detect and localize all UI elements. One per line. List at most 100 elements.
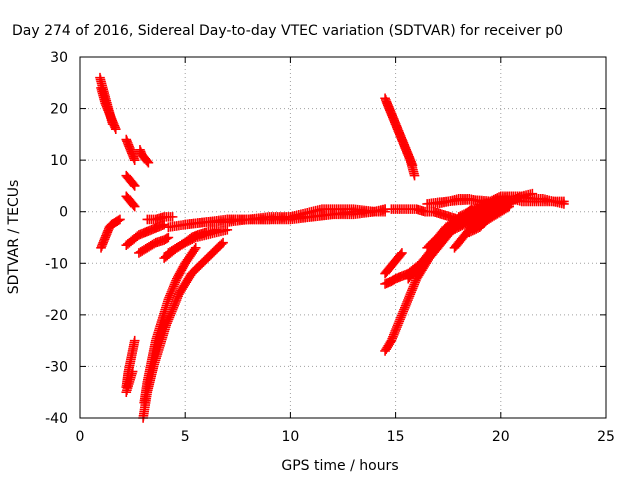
data-point [445, 226, 455, 237]
data-point [513, 193, 524, 203]
data-point [407, 160, 418, 171]
data-points [95, 72, 569, 423]
y-tick-label: -10 [45, 256, 68, 272]
y-tick-label: 20 [50, 102, 68, 118]
y-tick-label: -30 [45, 359, 68, 375]
data-point [432, 232, 443, 243]
series-9 [134, 232, 174, 258]
data-point [457, 210, 468, 220]
data-point [492, 198, 503, 208]
x-tick-label: 5 [181, 429, 190, 445]
data-point [222, 224, 233, 235]
data-point [469, 214, 480, 225]
data-point [466, 226, 476, 237]
series-19 [121, 366, 138, 398]
data-point [459, 219, 469, 230]
data-point [189, 233, 199, 244]
series-15 [222, 204, 390, 225]
data-point [510, 194, 520, 205]
data-point [527, 188, 538, 199]
data-point [113, 215, 124, 226]
x-tick-label: 20 [492, 429, 510, 445]
data-point [464, 217, 475, 227]
y-tick-label: 30 [50, 50, 68, 66]
data-point [139, 397, 149, 408]
data-point [471, 203, 482, 214]
x-tick-label: 0 [76, 429, 85, 445]
data-point [466, 206, 476, 216]
x-tick-label: 25 [597, 429, 615, 445]
data-point [128, 200, 139, 211]
data-point [129, 181, 140, 191]
data-point [143, 157, 154, 168]
data-point [452, 223, 462, 233]
axis-ticks: 0 5 10 15 20 25 -40 -30 -20 -10 0 10 20 30 [45, 50, 615, 445]
data-point [457, 220, 468, 231]
data-point [476, 200, 487, 211]
data-point [441, 228, 452, 239]
data-point [485, 201, 496, 212]
data-point [128, 179, 139, 190]
data-point [436, 230, 446, 241]
series-12 [163, 224, 233, 258]
data-point [443, 227, 453, 238]
series-3 [121, 134, 140, 165]
data-point [167, 212, 178, 222]
plot-border [79, 56, 607, 419]
data-point [473, 212, 483, 223]
data-point [469, 204, 480, 214]
data-point [462, 218, 473, 228]
y-tick-label: 10 [50, 153, 68, 169]
data-point [487, 200, 497, 211]
data-point [142, 156, 153, 167]
data-point [466, 216, 476, 226]
data-point [162, 233, 172, 244]
data-point [453, 222, 464, 232]
data-point [464, 227, 475, 238]
data-point [504, 201, 515, 212]
series-31 [432, 206, 496, 243]
data-point [129, 201, 140, 212]
data-point [467, 215, 478, 226]
data-point [478, 200, 489, 210]
y-axis-label: SDTVAR / TECUs [6, 180, 22, 295]
series-7 [96, 214, 125, 253]
y-tick-label: 0 [59, 205, 68, 221]
data-point [438, 230, 448, 240]
data-point [515, 192, 525, 202]
data-point [502, 202, 513, 213]
series-6 [121, 191, 140, 212]
data-point [385, 337, 396, 348]
data-point [396, 249, 406, 260]
data-point [183, 236, 194, 246]
x-tick-label: 15 [387, 429, 405, 445]
series-10 [142, 212, 178, 225]
data-point [467, 205, 478, 215]
data-point [187, 234, 198, 245]
data-point [488, 200, 499, 210]
data-point [397, 248, 407, 258]
y-tick-label: -40 [45, 411, 68, 427]
data-point [455, 221, 466, 232]
data-point [446, 225, 457, 236]
data-point [163, 232, 174, 243]
data-point [115, 214, 125, 225]
x-tick-label: 10 [281, 429, 299, 445]
data-point [506, 196, 517, 207]
data-point [473, 202, 483, 213]
series-21 [382, 98, 418, 171]
data-point [471, 213, 482, 224]
series-4 [135, 145, 154, 168]
data-point [459, 209, 469, 220]
data-point [450, 224, 461, 234]
series-36 [470, 201, 515, 232]
series-8 [121, 219, 169, 251]
data-point [185, 235, 196, 245]
data-point [474, 201, 485, 212]
data-point [439, 229, 450, 239]
data-point [409, 170, 420, 181]
x-axis-label: GPS time / hours [281, 458, 398, 474]
data-point [511, 194, 522, 204]
data-point [180, 237, 190, 248]
